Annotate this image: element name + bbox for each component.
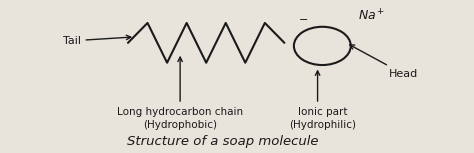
Text: −: − xyxy=(299,15,308,25)
Text: Long hydrocarbon chain
(Hydrophobic): Long hydrocarbon chain (Hydrophobic) xyxy=(117,107,243,129)
Text: Head: Head xyxy=(350,45,418,79)
Text: Ionic part
(Hydrophilic): Ionic part (Hydrophilic) xyxy=(289,107,356,129)
Text: Na$^+$: Na$^+$ xyxy=(358,8,385,24)
Text: Structure of a soap molecule: Structure of a soap molecule xyxy=(127,135,319,148)
Text: Tail: Tail xyxy=(63,35,131,46)
